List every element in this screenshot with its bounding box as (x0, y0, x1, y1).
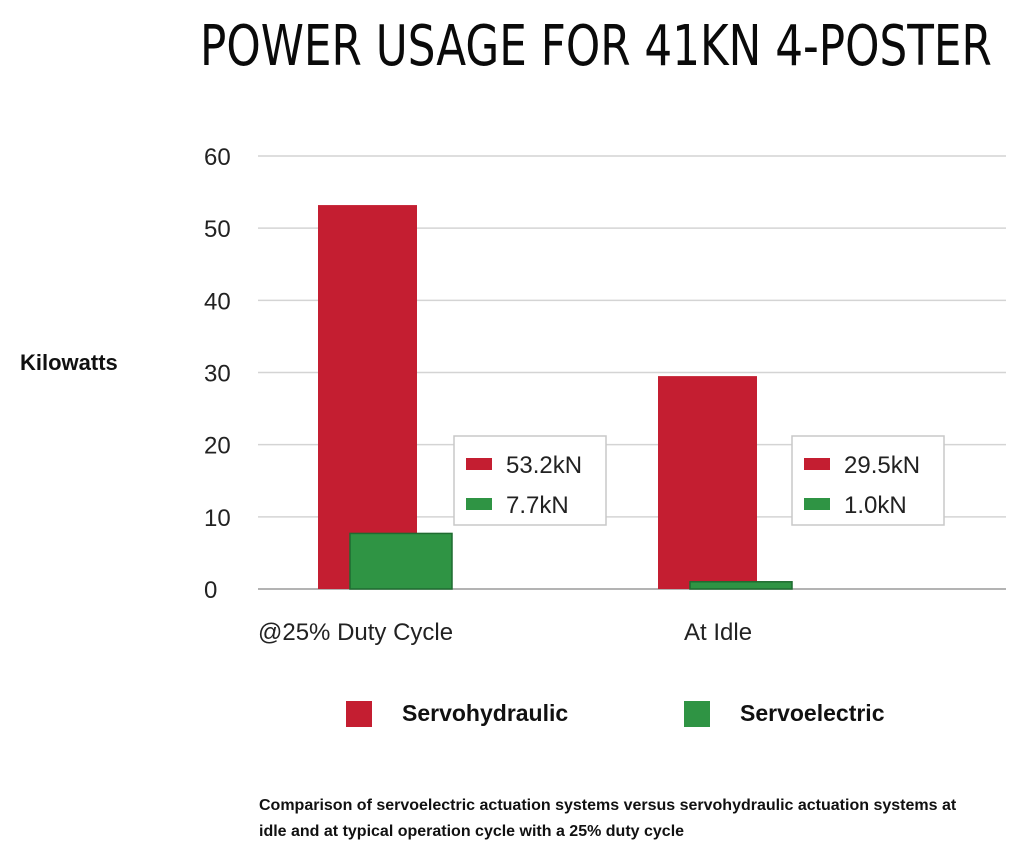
bar-servoelectric (349, 532, 453, 590)
legend-item-servohydraulic: Servohydraulic (346, 700, 568, 727)
legend-item-servoelectric: Servoelectric (684, 700, 884, 727)
bar-servoelectric (689, 581, 793, 590)
annotation-swatch (804, 458, 830, 470)
annotation-box (791, 435, 945, 526)
y-tick-label: 50 (204, 216, 231, 243)
x-tick-label: At Idle (684, 619, 752, 646)
annotation-label: 29.5kN (844, 452, 920, 479)
y-tick-label: 60 (204, 144, 231, 171)
y-tick-label: 20 (204, 433, 231, 460)
y-tick-label: 30 (204, 361, 231, 388)
x-tick-label: @25% Duty Cycle (258, 619, 453, 646)
legend-label-servohydraulic: Servohydraulic (402, 700, 569, 726)
bar-chart: 0 10 20 30 40 50 60 @25% Duty Cycle At Idle 53.2k… (204, 144, 1006, 646)
annotation-swatch (466, 458, 492, 470)
legend-swatch-servoelectric (684, 700, 710, 727)
legend-label-servoelectric: Servoelectric (740, 700, 885, 726)
annotation-label: 7.7kN (506, 492, 569, 519)
annotation-swatch (804, 498, 830, 510)
annotation-label: 53.2kN (506, 452, 582, 479)
legend-swatch-servohydraulic (346, 700, 372, 727)
y-axis-label: Kilowatts (20, 350, 118, 375)
chart-caption: Comparison of servoelectric actuation sy… (259, 797, 957, 840)
y-tick-label: 0 (204, 577, 217, 604)
bar-servohydraulic (658, 376, 757, 589)
legend: Servohydraulic Servoelectric (0, 700, 1024, 740)
annotation-label: 1.0kN (844, 492, 907, 519)
y-tick-label: 40 (204, 288, 231, 315)
y-tick-label: 10 (204, 505, 231, 532)
annotation-swatch (466, 498, 492, 510)
annotation-box (453, 435, 607, 526)
bar-servohydraulic (318, 205, 417, 589)
